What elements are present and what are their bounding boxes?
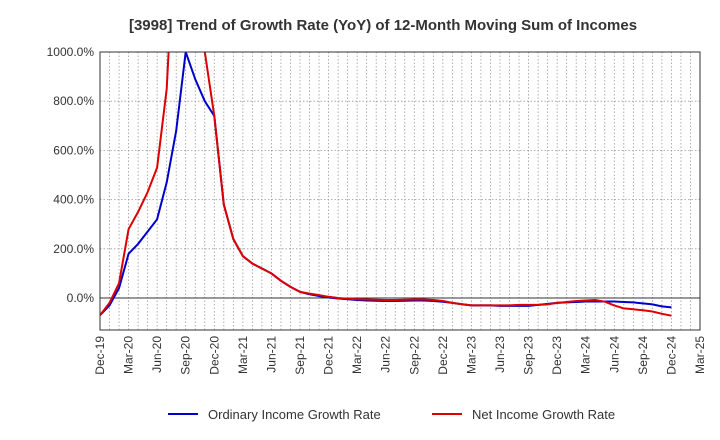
x-tick-label: Mar-20 — [122, 336, 136, 374]
x-tick-label: Mar-25 — [693, 336, 707, 374]
y-tick-label: 600.0% — [53, 143, 94, 157]
y-tick-label: 400.0% — [53, 193, 94, 207]
x-tick-label: Jun-24 — [607, 336, 621, 373]
plot-area — [100, 52, 700, 330]
legend: Ordinary Income Growth Rate Net Income Gr… — [168, 407, 615, 422]
x-tick-label: Jun-21 — [264, 336, 278, 373]
x-tick-label: Sep-20 — [179, 336, 193, 375]
series-line-2 — [100, 52, 672, 317]
x-tick-label: Sep-24 — [636, 336, 650, 375]
x-tick-label: Mar-24 — [579, 336, 593, 374]
plot-frame — [99, 51, 701, 331]
x-tick-label: Dec-21 — [322, 336, 336, 375]
x-tick-label: Dec-20 — [207, 336, 221, 375]
x-tick-label: Mar-21 — [236, 336, 250, 374]
y-axis: 0.0% 200.0% 400.0% 600.0% 800.0% 1000.0% — [47, 45, 95, 305]
x-axis: Dec-19 Mar-20 Jun-20 Sep-20 Dec-20 Mar-21 Jun-… — [93, 336, 707, 375]
x-tick-label: Sep-21 — [293, 336, 307, 375]
series-lines — [100, 52, 672, 317]
x-gridlines — [109, 52, 691, 330]
y-tick-label: 200.0% — [53, 242, 94, 256]
x-tick-label: Dec-24 — [664, 336, 678, 375]
legend-label: Ordinary Income Growth Rate — [208, 407, 381, 422]
x-tick-label: Dec-19 — [93, 336, 107, 375]
x-tick-label: Dec-22 — [436, 336, 450, 375]
x-tick-label: Mar-23 — [464, 336, 478, 374]
y-tick-label: 0.0% — [67, 291, 95, 305]
y-tick-label: 1000.0% — [47, 45, 95, 59]
x-tick-label: Jun-23 — [493, 336, 507, 373]
x-tick-label: Jun-22 — [379, 336, 393, 373]
x-tick-label: Sep-23 — [522, 336, 536, 375]
x-tick-label: Mar-22 — [350, 336, 364, 374]
x-tick-label: Jun-20 — [150, 336, 164, 373]
y-tick-label: 800.0% — [53, 94, 94, 108]
x-tick-label: Dec-23 — [550, 336, 564, 375]
legend-label: Net Income Growth Rate — [472, 407, 615, 422]
chart-title: [3998] Trend of Growth Rate (YoY) of 12-… — [129, 17, 637, 34]
x-tick-label: Sep-22 — [407, 336, 421, 375]
